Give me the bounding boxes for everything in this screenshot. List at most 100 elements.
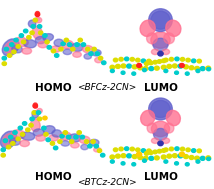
Circle shape bbox=[169, 57, 174, 61]
Ellipse shape bbox=[54, 39, 64, 46]
Circle shape bbox=[186, 148, 190, 152]
Circle shape bbox=[147, 59, 151, 63]
Circle shape bbox=[43, 116, 47, 120]
Circle shape bbox=[16, 137, 20, 141]
Circle shape bbox=[1, 153, 5, 157]
Circle shape bbox=[44, 132, 48, 136]
Ellipse shape bbox=[149, 98, 172, 120]
Ellipse shape bbox=[151, 32, 170, 48]
Circle shape bbox=[98, 56, 103, 60]
Ellipse shape bbox=[36, 135, 45, 141]
Circle shape bbox=[137, 152, 142, 156]
Circle shape bbox=[147, 149, 151, 153]
Circle shape bbox=[192, 149, 196, 152]
Ellipse shape bbox=[35, 12, 40, 16]
Circle shape bbox=[130, 57, 134, 61]
Circle shape bbox=[88, 144, 92, 148]
Circle shape bbox=[136, 58, 140, 62]
Ellipse shape bbox=[147, 123, 157, 133]
Ellipse shape bbox=[71, 43, 83, 51]
Circle shape bbox=[7, 54, 12, 57]
Circle shape bbox=[167, 154, 172, 158]
Ellipse shape bbox=[2, 39, 19, 56]
Circle shape bbox=[80, 135, 85, 139]
Circle shape bbox=[149, 67, 154, 71]
Circle shape bbox=[67, 43, 72, 46]
Ellipse shape bbox=[63, 49, 72, 55]
Circle shape bbox=[158, 141, 163, 146]
Ellipse shape bbox=[81, 144, 88, 150]
Circle shape bbox=[137, 64, 141, 67]
Circle shape bbox=[153, 60, 157, 64]
Circle shape bbox=[119, 147, 123, 151]
Circle shape bbox=[189, 66, 194, 70]
Circle shape bbox=[149, 156, 154, 160]
Circle shape bbox=[86, 47, 90, 51]
Circle shape bbox=[63, 131, 67, 134]
Circle shape bbox=[26, 128, 30, 132]
Ellipse shape bbox=[151, 138, 159, 143]
Circle shape bbox=[178, 64, 183, 68]
Circle shape bbox=[6, 145, 11, 149]
Circle shape bbox=[164, 160, 168, 163]
Circle shape bbox=[3, 139, 7, 143]
Ellipse shape bbox=[153, 38, 168, 51]
Circle shape bbox=[45, 40, 49, 44]
Circle shape bbox=[31, 25, 35, 28]
Circle shape bbox=[143, 156, 148, 160]
Circle shape bbox=[200, 67, 205, 71]
Circle shape bbox=[36, 111, 41, 114]
Circle shape bbox=[30, 31, 34, 35]
Circle shape bbox=[192, 59, 196, 63]
Circle shape bbox=[179, 152, 184, 156]
Circle shape bbox=[207, 67, 211, 71]
Circle shape bbox=[175, 147, 179, 150]
Circle shape bbox=[113, 58, 118, 62]
Circle shape bbox=[18, 126, 22, 130]
Circle shape bbox=[24, 29, 28, 33]
Ellipse shape bbox=[61, 141, 70, 146]
Circle shape bbox=[175, 162, 178, 165]
Circle shape bbox=[119, 57, 123, 61]
Circle shape bbox=[27, 36, 31, 39]
Circle shape bbox=[116, 64, 120, 68]
Text: LUMO: LUMO bbox=[144, 83, 177, 93]
Circle shape bbox=[12, 50, 16, 54]
Circle shape bbox=[11, 142, 15, 145]
Circle shape bbox=[149, 61, 153, 65]
Circle shape bbox=[22, 122, 27, 125]
Circle shape bbox=[195, 156, 199, 160]
Ellipse shape bbox=[22, 48, 32, 54]
Ellipse shape bbox=[62, 40, 73, 49]
Circle shape bbox=[2, 56, 6, 60]
Ellipse shape bbox=[28, 20, 36, 27]
Ellipse shape bbox=[35, 17, 40, 21]
Text: <BFCz-2CN>: <BFCz-2CN> bbox=[77, 83, 137, 92]
Circle shape bbox=[58, 140, 62, 143]
Ellipse shape bbox=[32, 111, 39, 118]
Ellipse shape bbox=[20, 140, 29, 147]
Circle shape bbox=[71, 47, 75, 51]
Circle shape bbox=[116, 154, 120, 158]
Circle shape bbox=[32, 111, 36, 114]
Ellipse shape bbox=[166, 110, 180, 126]
Circle shape bbox=[35, 13, 40, 16]
Circle shape bbox=[157, 60, 162, 63]
Circle shape bbox=[206, 156, 211, 160]
Circle shape bbox=[10, 43, 14, 46]
Circle shape bbox=[61, 42, 65, 46]
Circle shape bbox=[207, 157, 211, 160]
Ellipse shape bbox=[11, 130, 25, 139]
Circle shape bbox=[20, 132, 25, 136]
Circle shape bbox=[94, 144, 98, 148]
Circle shape bbox=[55, 54, 59, 57]
Circle shape bbox=[37, 117, 42, 121]
Circle shape bbox=[195, 67, 199, 70]
Circle shape bbox=[51, 49, 56, 53]
Circle shape bbox=[125, 147, 129, 150]
Circle shape bbox=[46, 138, 50, 142]
Circle shape bbox=[175, 71, 178, 74]
Circle shape bbox=[149, 151, 153, 154]
Circle shape bbox=[180, 147, 185, 151]
Circle shape bbox=[2, 62, 6, 65]
